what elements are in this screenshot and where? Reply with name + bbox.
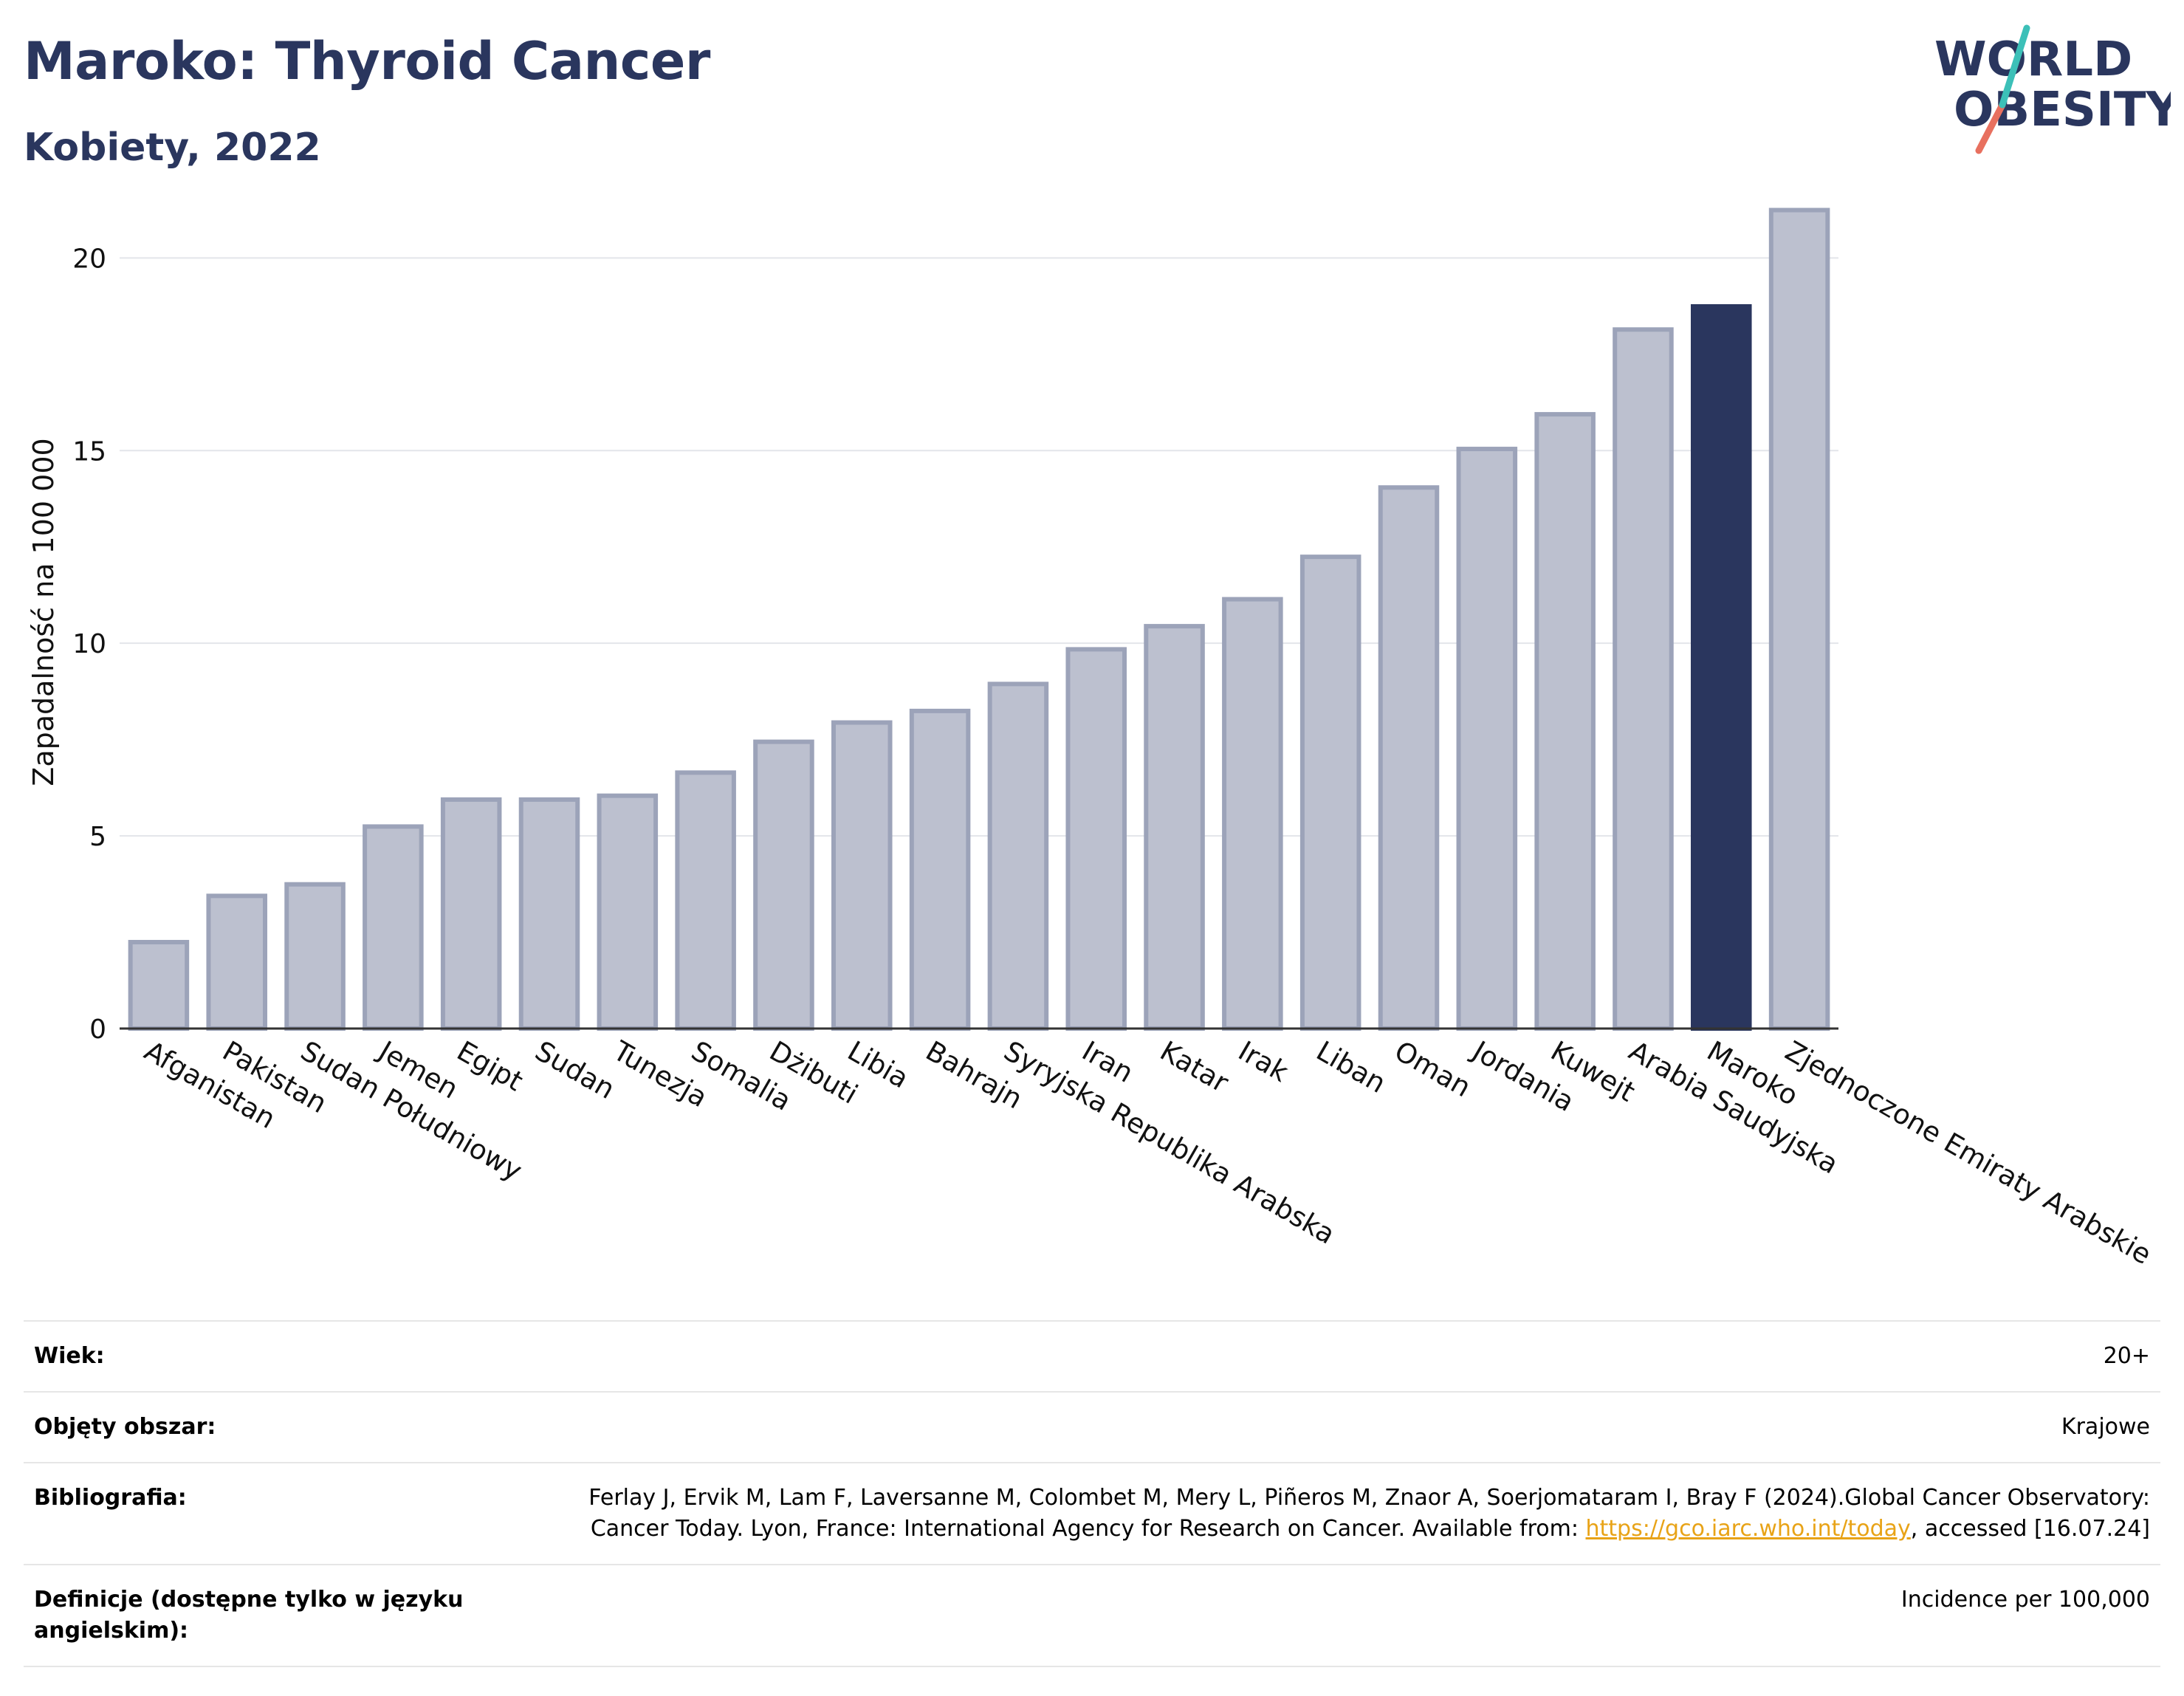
meta-key: Objęty obszar: [34,1414,216,1440]
y-tick-label: 20 [72,244,106,274]
x-tick-label: Egipt [452,1035,529,1098]
bar [1613,327,1674,1031]
x-tick-label: Irak [1233,1035,1294,1089]
bar [1299,555,1361,1031]
x-tick-label: Liban [1311,1035,1392,1099]
y-tick-label: 0 [89,1014,106,1045]
bar [1144,624,1205,1031]
meta-row-area: Objęty obszar: Krajowe [24,1391,2160,1462]
bar [284,882,346,1031]
bar [597,793,659,1031]
bar [363,824,424,1031]
bar [440,797,502,1031]
meta-value: Krajowe [2061,1414,2150,1440]
bibliography-text: Ferlay J, Ervik M, Lam F, Laversanne M, … [588,1485,2150,1542]
bar [1534,412,1596,1031]
metadata-table: Wiek: 20+ Objęty obszar: Krajowe Bibliog… [24,1320,2160,1667]
y-tick-labels: 0 5 10 15 20 [72,244,106,1045]
y-tick-label: 5 [89,822,106,852]
page-title: Maroko: Thyroid Cancer [24,31,710,92]
meta-value: Ferlay J, Ervik M, Lam F, Laversanne M, … [563,1483,2150,1545]
bar-highlight [1691,303,1752,1031]
bars [128,207,1830,1031]
world-obesity-logo: WORLD OBESITY [1934,24,2171,154]
bar [518,797,580,1031]
bar [753,739,814,1031]
logo-line1: WORLD [1934,32,2132,87]
meta-key: Wiek: [34,1343,105,1369]
bar [1222,597,1283,1031]
x-tick-label: Katar [1155,1035,1234,1099]
bar [909,708,971,1031]
page-subtitle: Kobiety, 2022 [24,126,321,170]
meta-value: 20+ [2103,1343,2150,1369]
bar [675,770,736,1031]
bar [1378,485,1440,1031]
bar [1456,447,1518,1031]
bar [1065,647,1127,1031]
bar [206,893,267,1031]
x-tick-label: Oman [1390,1035,1477,1104]
bibliography-link[interactable]: https://gco.iarc.who.int/today [1585,1516,1911,1542]
logo-slash-teal [1999,24,2030,109]
y-axis-label: Zapadalność na 100 000 [27,438,60,786]
logo-slash-red [1975,101,2006,154]
bar [1768,207,1830,1031]
x-tick-label: Sudan [530,1035,620,1106]
meta-row-age: Wiek: 20+ [24,1320,2160,1391]
bar [128,939,190,1031]
bar [987,682,1049,1031]
y-tick-label: 15 [72,436,106,467]
meta-key: Bibliografia: [34,1485,187,1511]
y-tick-label: 10 [72,629,106,659]
meta-value: Incidence per 100,000 [1900,1587,2150,1613]
meta-row-bibliography: Bibliografia: Ferlay J, Ervik M, Lam F, … [24,1462,2160,1564]
bar [831,720,893,1031]
meta-key: Definicje (dostępne tylko w języku angie… [34,1587,464,1644]
bibliography-accessed: , accessed [16.07.24] [1910,1516,2150,1542]
meta-row-definitions: Definicje (dostępne tylko w języku angie… [24,1564,2160,1667]
